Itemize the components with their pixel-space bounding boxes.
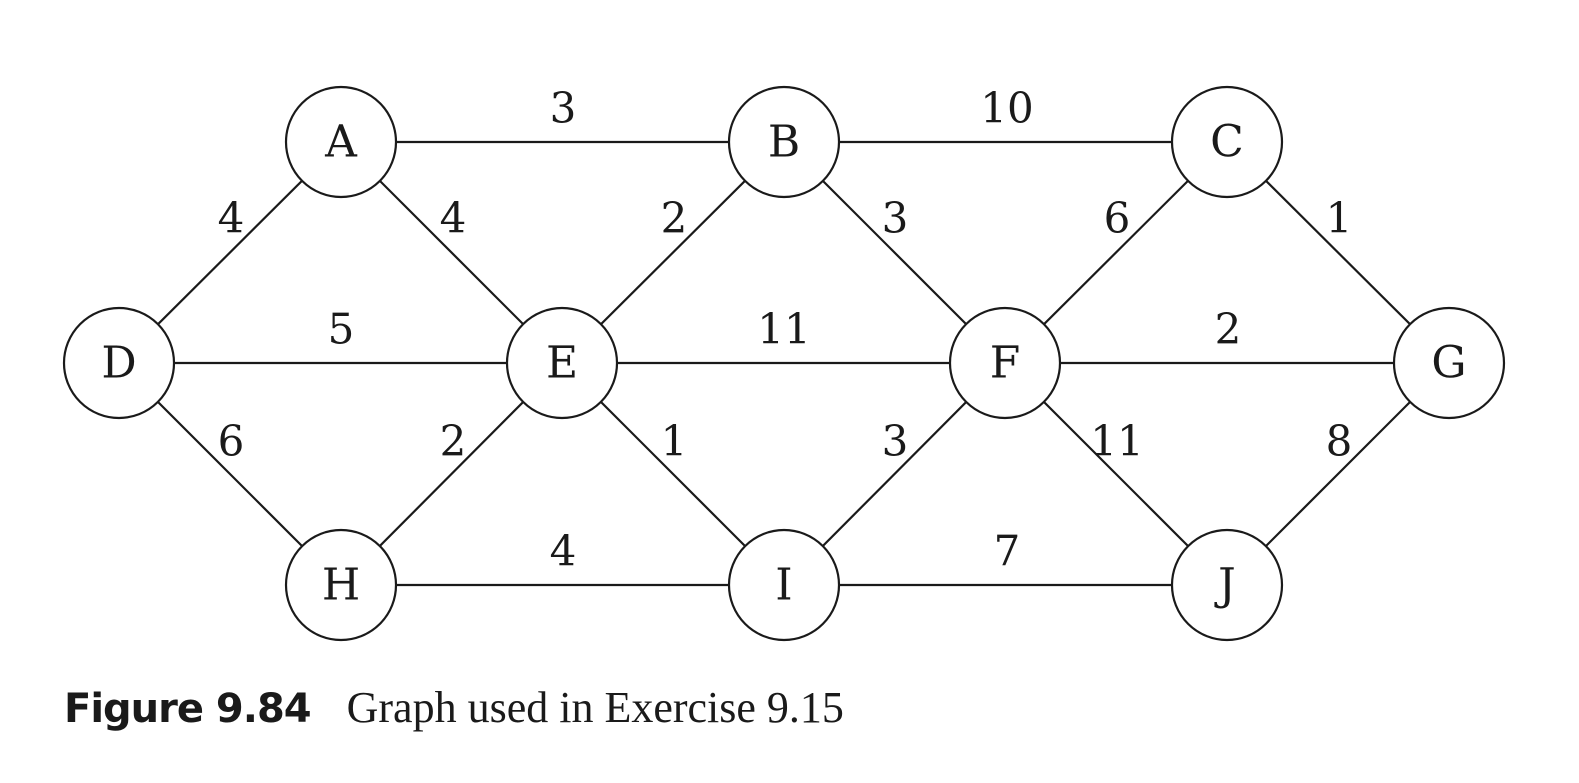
node-label-b: B — [768, 117, 800, 168]
node-label-d: D — [101, 338, 136, 389]
edge-weight-d-e: 5 — [328, 305, 355, 354]
edge-weight-f-c: 6 — [1104, 194, 1131, 243]
edge-weight-a-b: 3 — [550, 84, 577, 133]
node-circle-c — [1170, 85, 1284, 199]
node-label-j: J — [1214, 560, 1236, 611]
edge-weight-c-g: 1 — [1326, 194, 1353, 243]
nodes-layer: A B C D E F G H I J — [62, 85, 1506, 642]
caption-label: Figure 9.84 — [64, 686, 312, 732]
graph-diagram: 3 10 4 4 2 3 6 1 5 11 2 6 2 1 3 11 8 4 7 A B C D E F G H I J — [62, 84, 1506, 642]
node-j: J — [1170, 528, 1284, 642]
node-circle-a — [284, 85, 398, 199]
edge-weight-i-j: 7 — [994, 527, 1021, 576]
node-f: F — [948, 306, 1062, 420]
caption-text: Graph used in Exercise 9.15 — [346, 683, 844, 732]
edge-weight-e-i: 1 — [661, 417, 688, 466]
node-circle-e — [505, 306, 619, 420]
node-circle-h — [284, 528, 398, 642]
node-label-g: G — [1431, 338, 1466, 389]
node-b: B — [727, 85, 841, 199]
edge-weight-e-f: 11 — [757, 305, 810, 354]
edge-weight-f-g: 2 — [1215, 305, 1242, 354]
edge-labels-layer: 3 10 4 4 2 3 6 1 5 11 2 6 2 1 3 11 8 4 7 — [218, 84, 1353, 576]
node-label-c: C — [1210, 117, 1244, 168]
node-a: A — [284, 85, 398, 199]
edge-weight-i-f: 3 — [882, 417, 909, 466]
node-circle-i — [727, 528, 841, 642]
edge-weight-j-g: 8 — [1326, 417, 1353, 466]
node-circle-b — [727, 85, 841, 199]
node-label-h: H — [322, 560, 360, 611]
node-circle-d — [62, 306, 176, 420]
node-label-a: A — [324, 117, 358, 168]
node-label-i: I — [775, 560, 792, 611]
node-h: H — [284, 528, 398, 642]
edge-weight-b-c: 10 — [980, 84, 1033, 133]
node-circle-f — [948, 306, 1062, 420]
edge-weight-e-b: 2 — [661, 194, 688, 243]
figure-caption: Figure 9.84 Graph used in Exercise 9.15 — [64, 682, 844, 733]
node-c: C — [1170, 85, 1284, 199]
edge-weight-f-j: 11 — [1090, 417, 1143, 466]
node-i: I — [727, 528, 841, 642]
node-label-f: F — [990, 338, 1021, 389]
node-circle-g — [1392, 306, 1506, 420]
edge-weight-h-e: 2 — [440, 417, 467, 466]
node-d: D — [62, 306, 176, 420]
node-e: E — [505, 306, 619, 420]
edge-weight-a-e: 4 — [440, 194, 467, 243]
node-label-e: E — [546, 338, 578, 389]
edge-weight-d-h: 6 — [218, 417, 245, 466]
edge-weight-h-i: 4 — [550, 527, 577, 576]
edge-weight-b-f: 3 — [882, 194, 909, 243]
edges-layer — [118, 140, 1450, 587]
edge-weight-d-a: 4 — [218, 194, 245, 243]
node-g: G — [1392, 306, 1506, 420]
node-circle-j — [1170, 528, 1284, 642]
